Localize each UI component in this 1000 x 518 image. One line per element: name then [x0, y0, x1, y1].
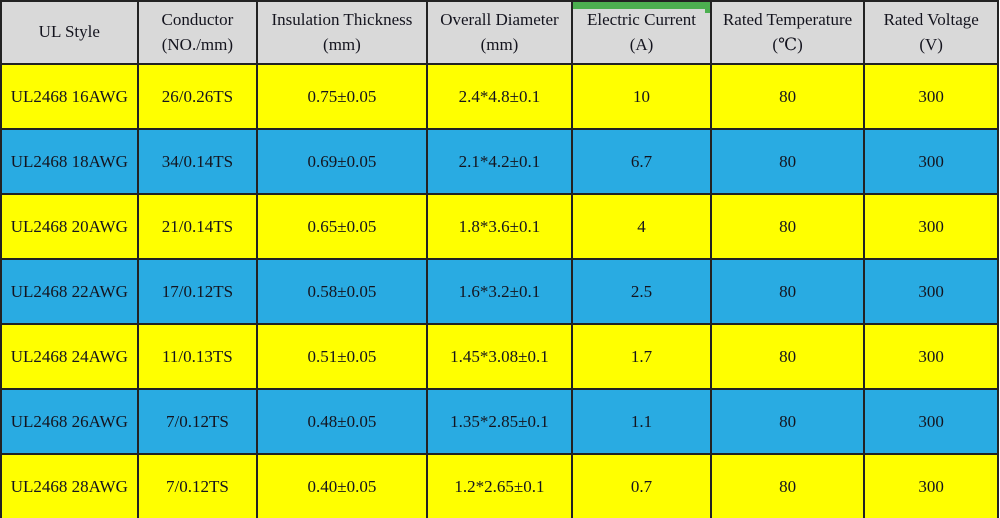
table-cell: 1.45*3.08±0.1: [425, 323, 574, 390]
column-unit: (NO./mm): [161, 34, 234, 54]
table-cell: 26/0.26TS: [136, 63, 259, 130]
column-header-rated-voltage: Rated Voltage (V): [863, 0, 999, 65]
column-header-rated-temperature: Rated Temperature (℃): [709, 0, 866, 65]
table-cell: UL2468 24AWG: [0, 323, 139, 390]
table-row: UL2468 20AWG 21/0.14TS 0.65±0.05 1.8*3.6±0.…: [0, 193, 999, 260]
column-header-ul-style: UL Style: [0, 0, 139, 65]
column-header-electric-current: Electric Current (A): [571, 0, 712, 65]
header-row: UL Style Conductor (NO./mm) Insulation Thic…: [0, 0, 999, 65]
column-unit: (mm): [323, 34, 361, 54]
column-unit: (A): [629, 34, 654, 54]
column-title: UL Style: [38, 22, 100, 42]
column-title: Conductor: [161, 9, 234, 29]
column-header-conductor: Conductor (NO./mm): [136, 0, 259, 65]
table-cell: 1.6*3.2±0.1: [425, 258, 574, 325]
table-cell: 1.1: [571, 388, 712, 455]
table-cell: UL2468 20AWG: [0, 193, 139, 260]
table-row: UL2468 24AWG 11/0.13TS 0.51±0.05 1.45*3.08±…: [0, 323, 999, 390]
table-cell: 80: [709, 63, 866, 130]
table-cell: 0.7: [571, 453, 712, 518]
table-cell: 0.40±0.05: [256, 453, 428, 518]
column-title: Rated Temperature: [722, 9, 853, 29]
table-cell: 300: [863, 258, 999, 325]
table-cell: 1.2*2.65±0.1: [425, 453, 574, 518]
column-title: Insulation Thickness: [271, 9, 413, 29]
column-title: Electric Current: [587, 9, 697, 29]
table-cell: 0.69±0.05: [256, 128, 428, 195]
table-cell: 2.5: [571, 258, 712, 325]
table-cell: 2.1*4.2±0.1: [425, 128, 574, 195]
table-cell: UL2468 22AWG: [0, 258, 139, 325]
table-cell: 80: [709, 323, 866, 390]
table-cell: 300: [863, 63, 999, 130]
table-cell: 80: [709, 258, 866, 325]
table-cell: 80: [709, 453, 866, 518]
column-unit: (V): [919, 34, 943, 54]
table-cell: 0.51±0.05: [256, 323, 428, 390]
table-cell: 300: [863, 193, 999, 260]
table-cell: 300: [863, 323, 999, 390]
table-cell: 0.65±0.05: [256, 193, 428, 260]
table-row: UL2468 28AWG 7/0.12TS 0.40±0.05 1.2*2.65±0.…: [0, 453, 999, 518]
table-cell: 300: [863, 128, 999, 195]
column-header-overall-diameter: Overall Diameter (mm): [425, 0, 574, 65]
table-body: UL2468 16AWG 26/0.26TS 0.75±0.05 2.4*4.8±0.…: [0, 63, 999, 518]
table-cell: UL2468 28AWG: [0, 453, 139, 518]
table-cell: 80: [709, 128, 866, 195]
table-cell: 80: [709, 193, 866, 260]
table-row: UL2468 16AWG 26/0.26TS 0.75±0.05 2.4*4.8±0.…: [0, 63, 999, 130]
table-cell: 1.35*2.85±0.1: [425, 388, 574, 455]
column-unit: (℃): [772, 34, 803, 54]
table-cell: 300: [863, 453, 999, 518]
table-cell: 6.7: [571, 128, 712, 195]
table-cell: 4: [571, 193, 712, 260]
table-cell: 34/0.14TS: [136, 128, 259, 195]
table-cell: 0.48±0.05: [256, 388, 428, 455]
table-cell: 7/0.12TS: [136, 388, 259, 455]
column-title: Overall Diameter: [440, 9, 559, 29]
table-cell: 0.58±0.05: [256, 258, 428, 325]
table-cell: UL2468 16AWG: [0, 63, 139, 130]
table-cell: 7/0.12TS: [136, 453, 259, 518]
table-cell: 2.4*4.8±0.1: [425, 63, 574, 130]
column-unit: (mm): [480, 34, 519, 54]
table-row: UL2468 18AWG 34/0.14TS 0.69±0.05 2.1*4.2±0.…: [0, 128, 999, 195]
column-header-insulation-thickness: Insulation Thickness (mm): [256, 0, 428, 65]
column-title: Rated Voltage: [883, 9, 979, 29]
table-cell: 1.7: [571, 323, 712, 390]
table-cell: 21/0.14TS: [136, 193, 259, 260]
green-highlight-nub: [704, 3, 709, 13]
table-cell: 17/0.12TS: [136, 258, 259, 325]
table-cell: 1.8*3.6±0.1: [425, 193, 574, 260]
table-cell: 80: [709, 388, 866, 455]
table-cell: 300: [863, 388, 999, 455]
table-cell: UL2468 18AWG: [0, 128, 139, 195]
table-row: UL2468 22AWG 17/0.12TS 0.58±0.05 1.6*3.2±0.…: [0, 258, 999, 325]
green-highlight-bar: [574, 3, 709, 13]
table-cell: 10: [571, 63, 712, 130]
table-cell: 0.75±0.05: [256, 63, 428, 130]
table-row: UL2468 26AWG 7/0.12TS 0.48±0.05 1.35*2.85±0…: [0, 388, 999, 455]
table-cell: UL2468 26AWG: [0, 388, 139, 455]
table-cell: 11/0.13TS: [136, 323, 259, 390]
